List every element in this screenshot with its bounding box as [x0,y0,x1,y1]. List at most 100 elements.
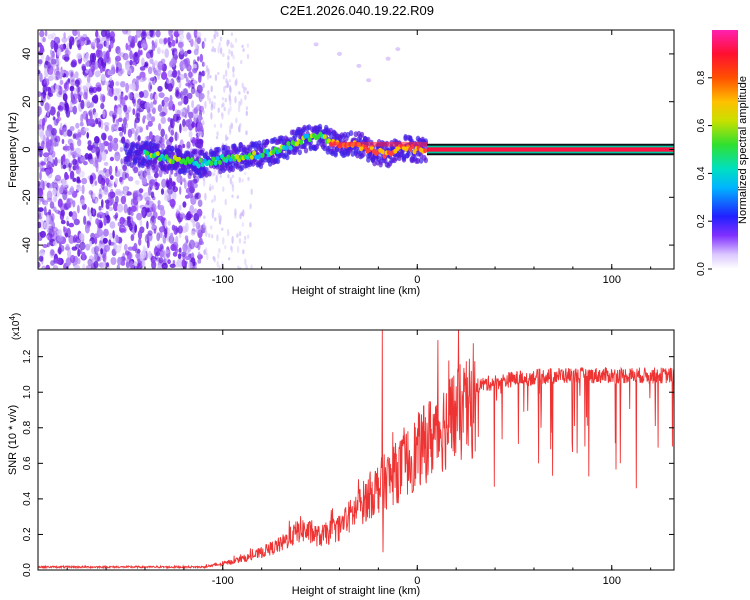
noise-speckle [123,203,128,214]
noise-speckle [231,235,234,244]
noise-speckle [243,235,247,241]
noise-speckle [192,261,197,266]
noise-speckle [61,155,66,165]
noise-speckle [110,257,117,265]
noise-speckle [148,82,153,92]
noise-speckle [150,220,153,228]
noise-speckle [126,257,130,267]
noise-speckle [42,122,45,131]
noise-speckle [181,213,186,219]
noise-speckle [223,106,226,112]
noise-speckle [87,206,90,217]
noise-speckle [72,158,78,166]
noise-speckle [55,209,61,214]
noise-speckle [164,133,168,140]
ridge-halo [170,145,175,152]
noise-speckle [74,153,80,158]
noise-speckle [39,249,45,257]
noise-speckle [203,70,207,75]
noise-speckle [193,48,199,56]
noise-speckle [79,36,85,47]
noise-speckle [71,211,78,221]
noise-speckle [117,117,123,123]
noise-speckle [120,195,127,205]
noise-speckle [88,190,94,195]
noise-speckle [168,30,173,37]
noise-speckle [197,139,204,149]
noise-speckle [213,257,216,263]
noise-speckle [82,263,86,269]
noise-speckle [168,235,175,244]
ridge-halo [264,139,270,145]
noise-speckle [137,196,141,203]
noise-speckle [132,98,136,104]
noise-speckle [244,94,247,101]
noise-speckle [226,80,229,88]
snr-frame [37,329,675,571]
noise-speckle [178,204,182,211]
noise-speckle [241,178,244,183]
noise-speckle [202,110,205,115]
noise-speckle [229,105,232,112]
colorbar-tick-label: 0.0 [696,262,707,276]
spectrogram-x-label: Height of straight line (km) [292,285,420,297]
colorbar-tick-label: 0.6 [696,118,707,132]
noise-speckle [197,130,203,138]
noise-speckle [163,38,167,45]
noise-speckle [167,36,171,46]
noise-speckle [103,216,107,226]
noise-speckle [177,101,183,106]
noise-speckle [73,264,80,269]
noise-speckle [192,79,197,85]
noise-speckle [141,40,147,48]
noise-speckle [217,72,220,75]
noise-speckle [177,225,183,234]
noise-speckle [178,41,184,49]
noise-speckle [147,230,153,237]
noise-speckle [235,117,238,124]
noise-speckle [65,243,70,251]
noise-speckle [60,219,66,225]
noise-speckle [129,222,133,231]
noise-speckle [216,131,219,137]
noise-speckle [141,259,146,268]
noise-speckle [123,117,127,126]
noise-speckle [93,94,99,104]
noise-speckle [185,222,189,233]
noise-speckle [146,220,149,230]
noise-speckle [217,45,220,54]
noise-speckle [113,121,119,130]
noise-speckle [202,82,205,89]
noise-speckle [210,225,213,230]
ridge-halo [317,123,323,130]
noise-speckle [213,105,216,110]
noise-speckle [39,44,45,54]
snr-multiplier: (x104) [8,313,22,340]
noise-speckle [86,75,91,84]
noise-speckle [94,245,99,255]
noise-speckle [38,161,41,167]
noise-speckle [38,106,42,116]
noise-speckle [86,132,89,139]
noise-speckle [77,129,82,139]
x-tick-label: 100 [603,274,621,286]
noise-speckle [187,181,193,190]
noise-speckle [234,37,238,43]
noise-speckle [157,200,161,206]
noise-speckle [203,62,206,67]
noise-speckle [155,30,161,38]
noise-speckle [79,199,86,206]
noise-speckle [191,121,195,129]
noise-speckle [98,142,105,152]
noise-speckle [175,36,179,44]
noise-speckle [238,127,241,133]
noise-speckle [84,99,91,108]
noise-speckle [70,71,74,78]
noise-speckle [119,176,123,183]
ridge-halo [303,147,309,154]
ridge-core [277,148,282,153]
noise-speckle [60,122,63,131]
noise-speckle [150,49,154,58]
noise-speckle [221,97,225,101]
noise-speckle [213,33,216,40]
